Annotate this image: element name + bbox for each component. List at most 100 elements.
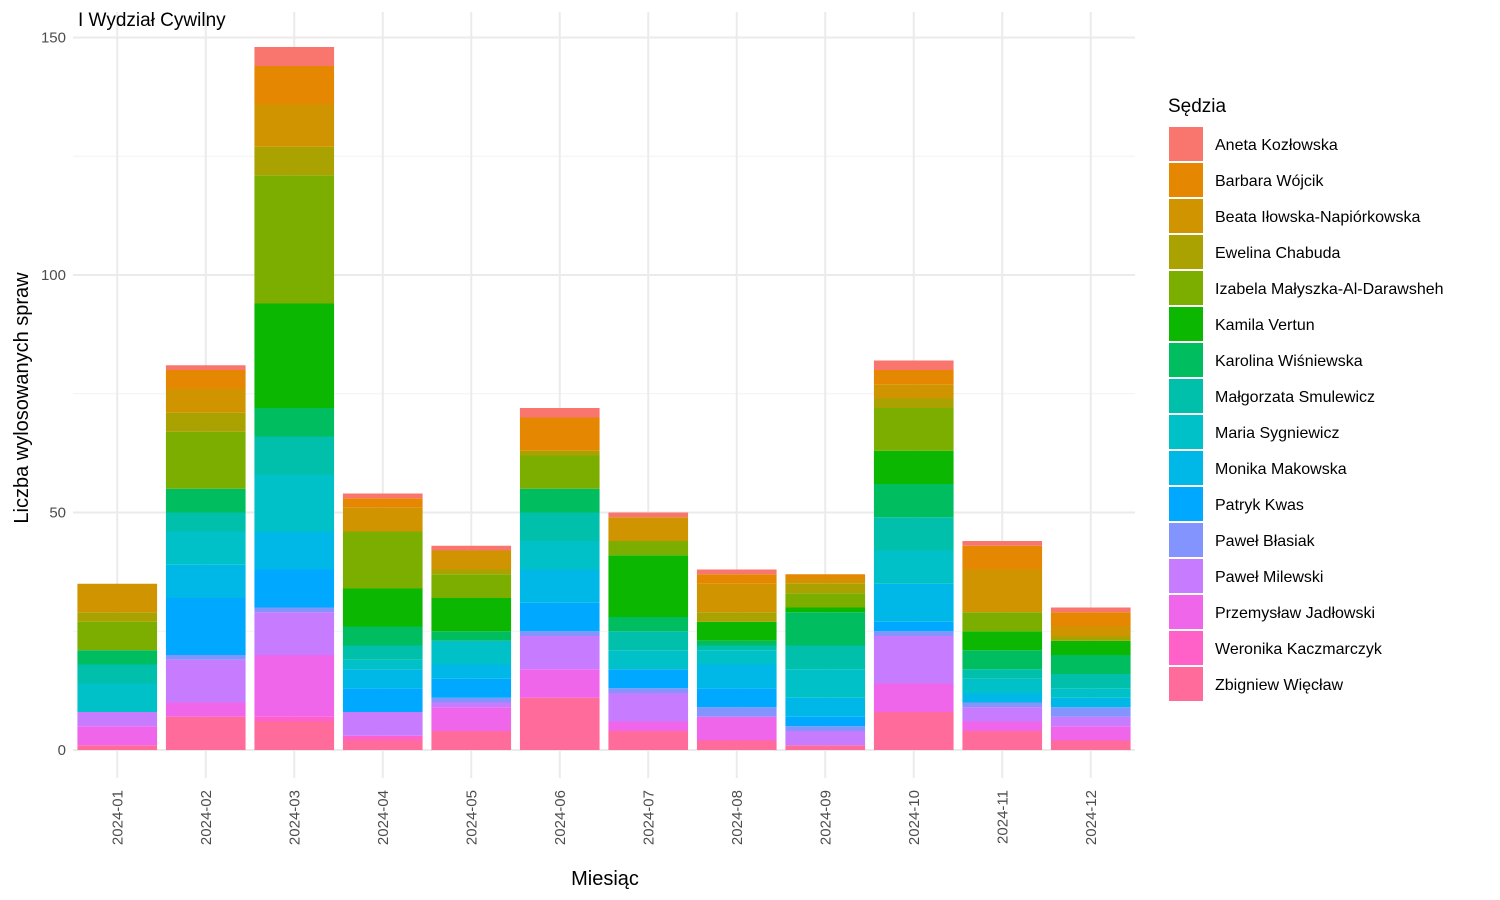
bar-segment-izabela-malyszka-al-darawsheh-2024-04 (342, 531, 423, 589)
bar-segment-maria-sygniewicz-2024-03 (254, 474, 335, 532)
x-tick-label: 2024-02 (198, 790, 215, 845)
x-tick-label: 2024-11 (994, 790, 1011, 844)
bar-segment-ewelina-chabuda-2024-03 (254, 146, 335, 176)
legend-label: Paweł Milewski (1215, 569, 1323, 586)
legend-label: Maria Sygniewicz (1215, 425, 1339, 442)
x-axis-title: Miesiąc (571, 868, 639, 890)
bar-segment-kamila-vertun-2024-05 (431, 598, 512, 632)
bar-segment-pawel-milewski-2024-05 (431, 702, 512, 708)
bar-segment-beata-ilowska-napiorkowska-2024-01 (77, 583, 158, 613)
bar-segment-przemyslaw-jadlowski-2024-10 (873, 683, 954, 712)
legend-swatch (1169, 559, 1203, 593)
legend-label: Zbigniew Więcław (1215, 677, 1343, 694)
bar-segment-kamila-vertun-2024-11 (962, 631, 1043, 651)
bar-segment-monika-makowska-2024-09 (785, 697, 866, 717)
legend-swatch (1169, 379, 1203, 413)
bar-segment-izabela-malyszka-al-darawsheh-2024-09 (785, 593, 866, 608)
bar-segment-aneta-kozlowska-2024-07 (608, 512, 689, 518)
legend-item-karolina-wisniewska: Karolina Wiśniewska (1169, 343, 1363, 377)
y-tick-label: 50 (49, 505, 66, 522)
bar-segment-malgorzata-smulewicz-2024-08 (696, 645, 777, 651)
bar-segment-aneta-kozlowska-2024-05 (431, 545, 512, 551)
bar-segment-maria-sygniewicz-2024-01 (77, 683, 158, 712)
x-tick-labels: 2024-01 2024-02 2024-03 2024-04 2024-05 2024-… (109, 790, 1100, 845)
bar-segment-patryk-kwas-2024-05 (431, 678, 512, 698)
bar-segment-ewelina-chabuda-2024-01 (77, 612, 158, 622)
bar-segment-aneta-kozlowska-2024-08 (696, 569, 777, 575)
bar-segment-beata-ilowska-napiorkowska-2024-09 (785, 579, 866, 584)
bar-segment-karolina-wisniewska-2024-03 (254, 408, 335, 437)
legend-label: Beata Iłowska-Napiórkowska (1215, 209, 1421, 226)
bar-segment-patryk-kwas-2024-07 (608, 669, 689, 689)
legend-item-przemyslaw-jadlowski: Przemysław Jadłowski (1169, 595, 1375, 629)
legend-label: Patryk Kwas (1215, 497, 1304, 514)
legend-swatch (1169, 343, 1203, 377)
bar-segment-barbara-wojcik-2024-02 (165, 370, 246, 389)
bar-segment-monika-makowska-2024-05 (431, 664, 512, 679)
x-tick-label: 2024-06 (552, 790, 569, 845)
legend-items: Aneta Kozłowska Barbara Wójcik Beata Iłows… (1169, 127, 1444, 701)
bar-segment-aneta-kozlowska-2024-02 (165, 365, 246, 370)
bar-segment-malgorzata-smulewicz-2024-03 (254, 436, 335, 475)
legend-swatch (1169, 235, 1203, 269)
bar-segment-monika-makowska-2024-02 (165, 564, 246, 598)
bar-segment-kamila-vertun-2024-04 (342, 588, 423, 627)
bar-segment-kamila-vertun-2024-07 (608, 555, 689, 617)
bar-segment-maria-sygniewicz-2024-04 (342, 659, 423, 670)
bar-segment-patryk-kwas-2024-08 (696, 688, 777, 708)
bar-segment-barbara-wojcik-2024-04 (342, 498, 423, 508)
bar-segment-monika-makowska-2024-11 (962, 693, 1043, 703)
bar-segment-aneta-kozlowska-2024-06 (519, 408, 600, 418)
x-tick-label: 2024-08 (729, 790, 746, 845)
x-tick-label: 2024-09 (817, 790, 834, 845)
bar-segment-beata-ilowska-napiorkowska-2024-12 (1050, 626, 1131, 636)
bar-segment-kamila-vertun-2024-10 (873, 450, 954, 484)
bar-segment-malgorzata-smulewicz-2024-01 (77, 664, 158, 684)
legend-item-aneta-kozlowska: Aneta Kozłowska (1169, 127, 1338, 161)
bar-segment-maria-sygniewicz-2024-09 (785, 669, 866, 698)
bar-segment-aneta-kozlowska-2024-03 (254, 47, 335, 66)
bar-segment-patryk-kwas-2024-04 (342, 688, 423, 712)
y-axis-title: Liczba wylosowanych spraw (11, 272, 33, 524)
bar-segment-maria-sygniewicz-2024-07 (608, 650, 689, 670)
bar-segment-izabela-malyszka-al-darawsheh-2024-02 (165, 431, 246, 489)
y-tick-label: 100 (41, 267, 66, 284)
bar-segment-aneta-kozlowska-2024-04 (342, 493, 423, 499)
legend-item-weronika-kaczmarczyk: Weronika Kaczmarczyk (1169, 631, 1383, 665)
bar-segment-przemyslaw-jadlowski-2024-11 (962, 721, 1043, 731)
bar-segment-weronika-kaczmarczyk-2024-04 (342, 735, 423, 741)
legend-label: Aneta Kozłowska (1215, 137, 1338, 154)
bar-segment-pawel-blasiak-2024-08 (696, 707, 777, 717)
bar-segment-monika-makowska-2024-10 (873, 583, 954, 622)
bar-segment-aneta-kozlowska-2024-12 (1050, 607, 1131, 613)
bars (77, 47, 1131, 750)
legend-label: Przemysław Jadłowski (1215, 605, 1375, 622)
bar-segment-beata-ilowska-napiorkowska-2024-03 (254, 104, 335, 147)
legend-item-monika-makowska: Monika Makowska (1169, 451, 1347, 485)
bar-segment-pawel-milewski-2024-12 (1050, 716, 1131, 727)
bar-segment-beata-ilowska-napiorkowska-2024-08 (696, 583, 777, 613)
bar-segment-pawel-blasiak-2024-09 (785, 726, 866, 731)
bar-segment-ewelina-chabuda-2024-10 (873, 398, 954, 408)
legend-label: Paweł Błasiak (1215, 533, 1316, 550)
bar-segment-przemyslaw-jadlowski-2024-02 (165, 702, 246, 717)
bar-segment-pawel-blasiak-2024-11 (962, 702, 1043, 708)
bar-segment-maria-sygniewicz-2024-11 (962, 678, 1043, 693)
legend-label: Małgorzata Smulewicz (1215, 389, 1375, 406)
bar-segment-przemyslaw-jadlowski-2024-03 (254, 655, 335, 717)
bar-segment-izabela-malyszka-al-darawsheh-2024-11 (962, 612, 1043, 632)
bar-segment-pawel-milewski-2024-02 (165, 659, 246, 703)
bar-segment-ewelina-chabuda-2024-09 (785, 583, 866, 594)
bar-segment-malgorzata-smulewicz-2024-09 (785, 645, 866, 670)
bar-segment-patryk-kwas-2024-06 (519, 602, 600, 632)
bar-segment-malgorzata-smulewicz-2024-02 (165, 512, 246, 532)
bar-segment-aneta-kozlowska-2024-11 (962, 541, 1043, 546)
bar-segment-zbigniew-wieclaw-2024-03 (254, 721, 335, 750)
bar-segment-malgorzata-smulewicz-2024-06 (519, 512, 600, 541)
bar-segment-monika-makowska-2024-12 (1050, 697, 1131, 708)
bar-segment-barbara-wojcik-2024-12 (1050, 612, 1131, 627)
bar-segment-aneta-kozlowska-2024-10 (873, 360, 954, 370)
bar-segment-przemyslaw-jadlowski-2024-12 (1050, 726, 1131, 741)
bar-segment-maria-sygniewicz-2024-06 (519, 541, 600, 570)
